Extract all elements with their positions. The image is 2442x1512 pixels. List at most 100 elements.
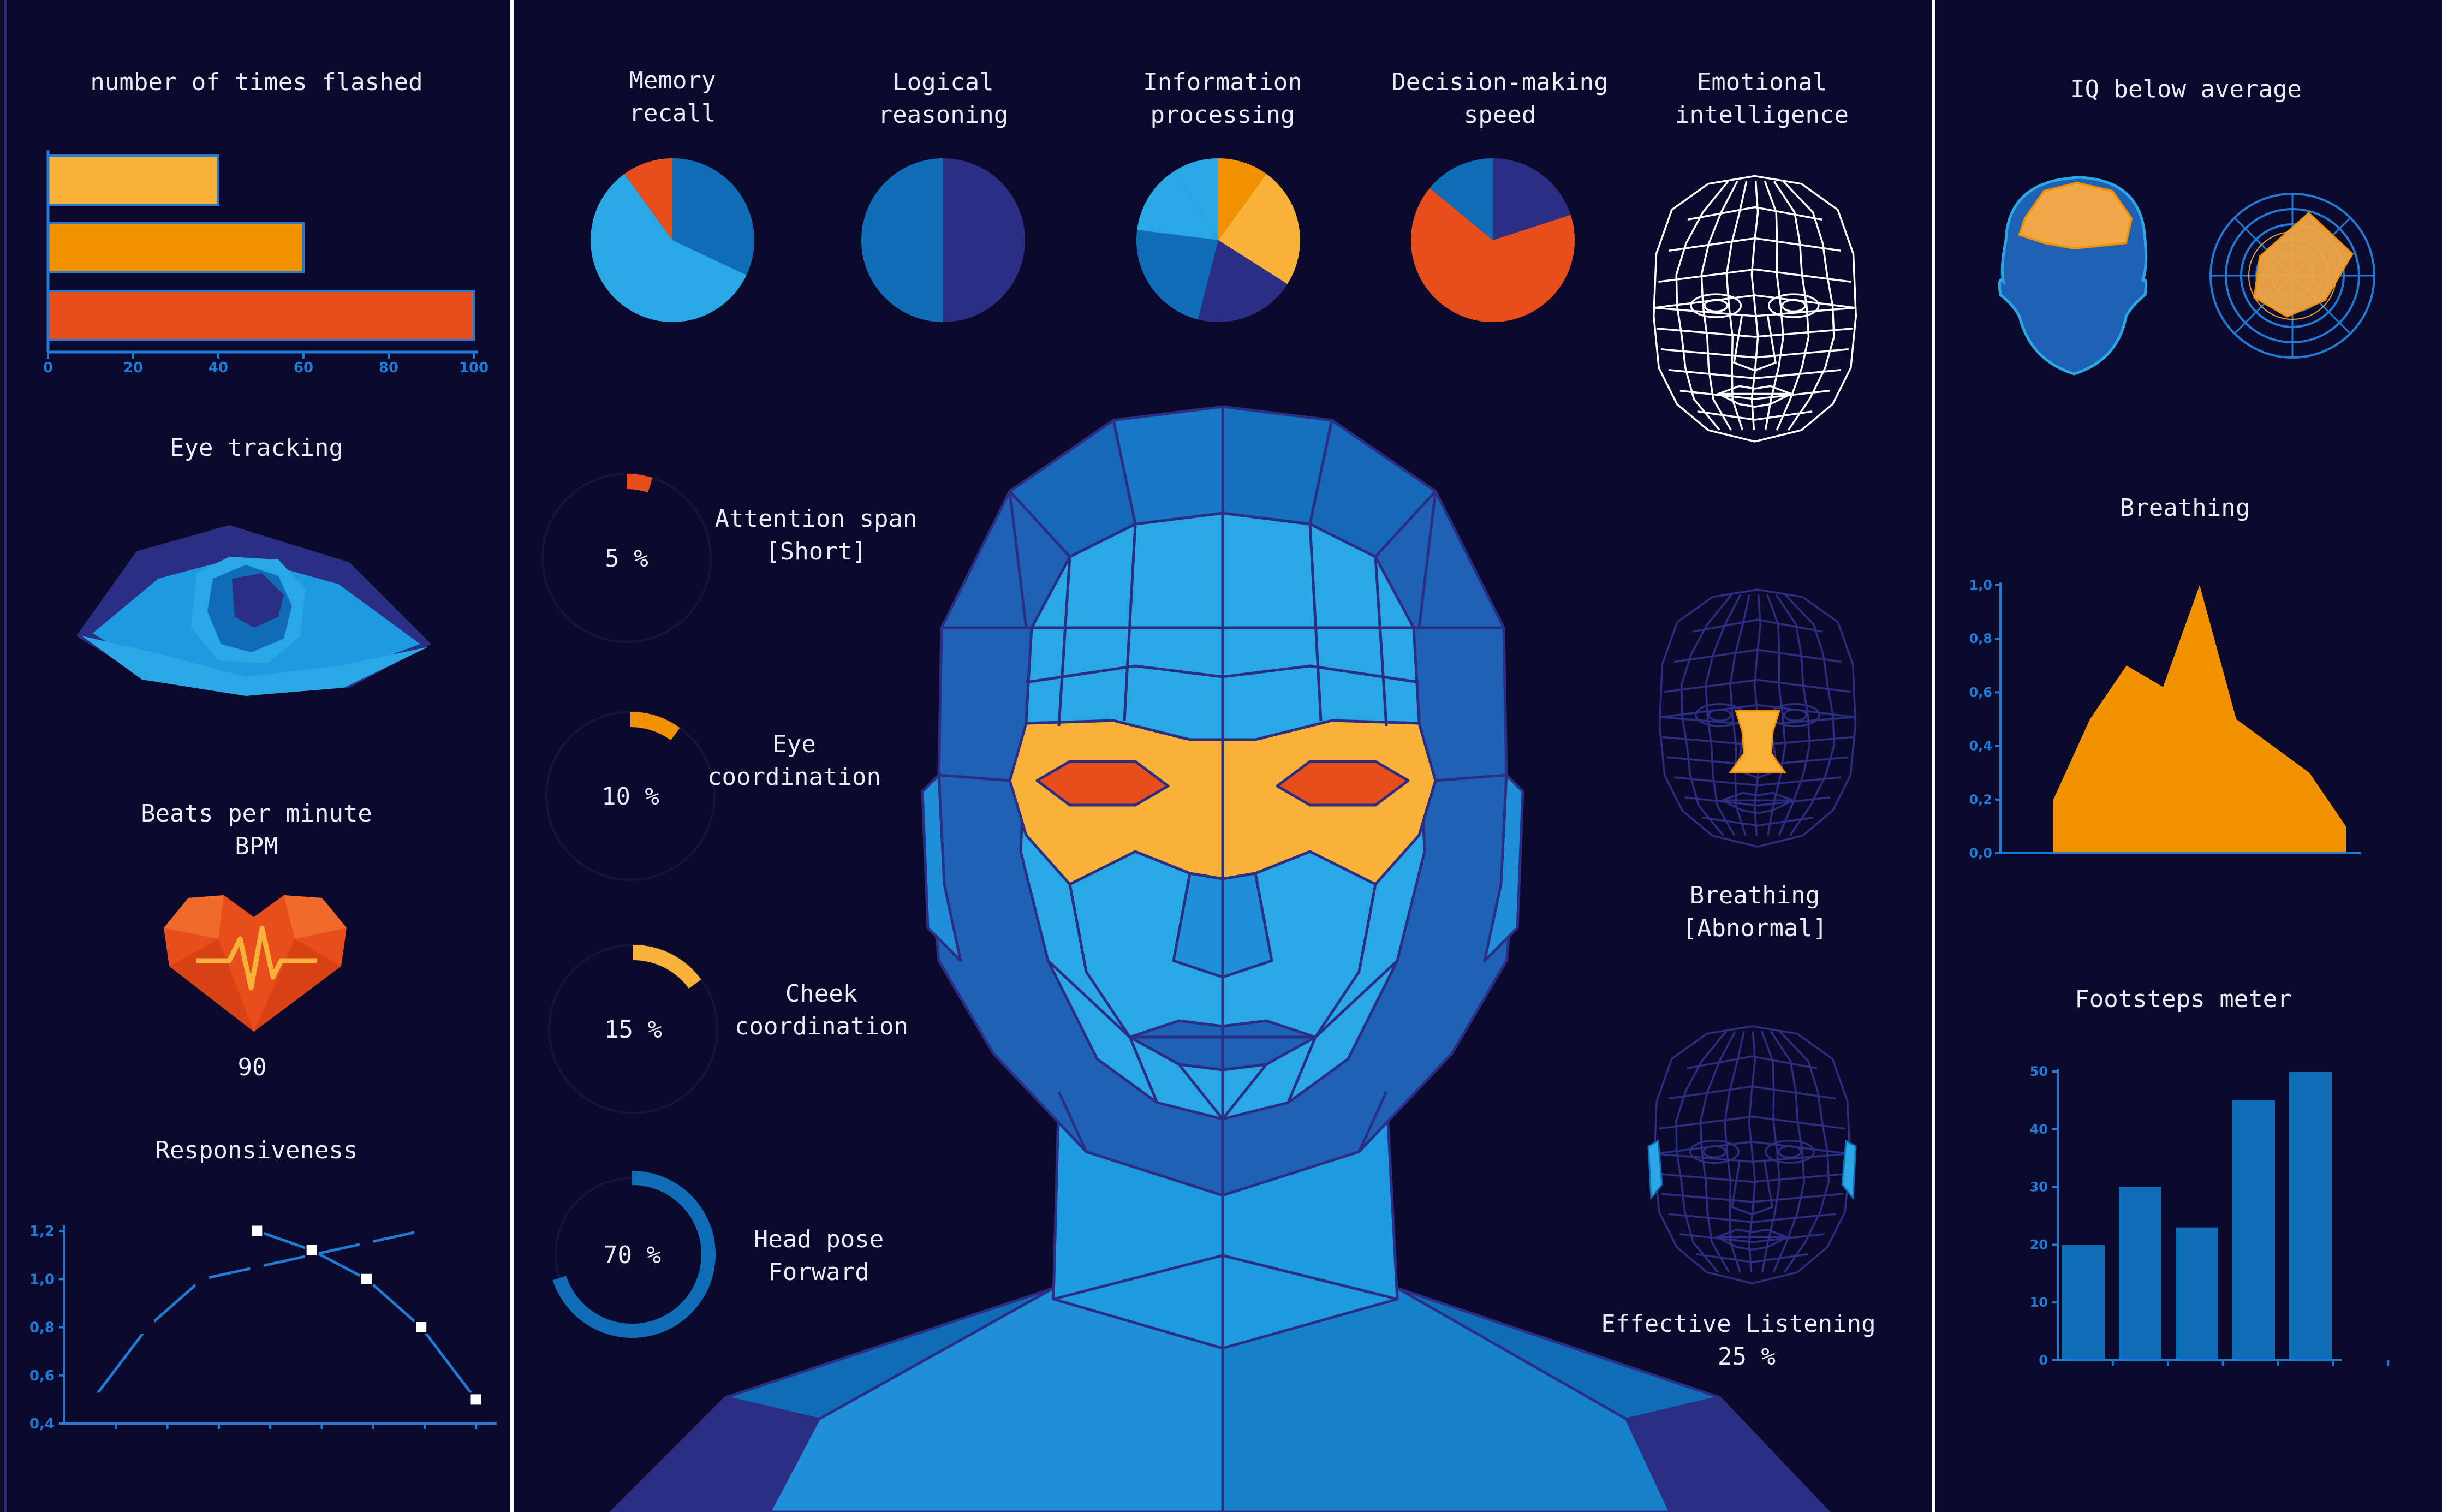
resp-tick-label: 1,2 xyxy=(29,1223,55,1240)
pie-title-decision-2: speed xyxy=(1464,101,1536,129)
footsteps-bar-chart: 0 10 20 30 40 50 xyxy=(2030,1064,2390,1368)
face-row xyxy=(1656,328,1854,338)
face-row xyxy=(1697,410,1813,421)
breathing-abnormal-title: Breathing xyxy=(1690,882,1820,909)
eye-tracking-title: Eye tracking xyxy=(170,434,343,462)
information-pie-slice xyxy=(1137,171,1218,240)
wireframe-face-breathing xyxy=(1658,588,1857,848)
flashed-tick-label: 60 xyxy=(294,360,313,376)
face-row xyxy=(1696,1253,1808,1264)
gauge-arc xyxy=(552,1171,716,1338)
flashed-bar xyxy=(47,222,305,273)
ear-right-highlight xyxy=(1841,1139,1857,1201)
footsteps-tick-label: 10 xyxy=(2030,1295,2048,1310)
responsiveness-title: Responsiveness xyxy=(156,1136,358,1164)
face-eye xyxy=(1690,293,1742,318)
bar-chart-title: number of times flashed xyxy=(90,68,422,96)
pie-title-information: Information xyxy=(1143,68,1302,96)
flashed-bar-chart: 0 20 40 60 80 100 xyxy=(43,150,489,376)
resp-tick-label: 0,4 xyxy=(29,1416,55,1432)
footsteps-tick-label: 30 xyxy=(2030,1180,2048,1195)
flashed-tick-label: 80 xyxy=(379,360,398,376)
face-row xyxy=(1687,1055,1818,1070)
eye-icon xyxy=(76,525,431,696)
face-row xyxy=(1687,206,1822,221)
gauge-arc xyxy=(630,712,680,741)
footsteps-tick-label: 20 xyxy=(2030,1237,2048,1252)
gauge-arc xyxy=(626,474,653,493)
logical-pie-slice xyxy=(861,158,943,322)
face-column xyxy=(1681,594,1732,836)
face-column xyxy=(1700,181,1738,431)
information-pie-slice xyxy=(1198,240,1288,322)
flashed-tick-label: 0 xyxy=(43,360,53,376)
pie-title-decision: Decision-making xyxy=(1391,68,1608,96)
face-column xyxy=(1784,593,1836,836)
heartbeat-pulse-icon xyxy=(196,925,317,991)
face-column xyxy=(1775,594,1811,836)
bpm-value: 90 xyxy=(238,1053,267,1081)
face-column xyxy=(1705,594,1742,836)
pie-title-logical-2: reasoning xyxy=(878,101,1008,129)
pie-titles: Memory recall Logical reasoning Informat… xyxy=(629,67,1849,129)
face-outline xyxy=(1658,588,1857,848)
face-row xyxy=(1692,618,1823,633)
resp-marker xyxy=(359,1272,373,1286)
footsteps-bar xyxy=(2289,1072,2332,1360)
gauge-value: 70 % xyxy=(603,1241,661,1269)
face-row xyxy=(1654,307,1856,317)
emotional-title-2: intelligence xyxy=(1675,101,1849,129)
resp-marker xyxy=(305,1243,319,1257)
pie-title-information-2: processing xyxy=(1151,101,1295,129)
gauges: 5 % 10 % 15 % 70 % xyxy=(541,473,718,1338)
radar-inner-ring xyxy=(2276,259,2309,293)
footsteps-tick-label: 0 xyxy=(2039,1353,2048,1368)
face-eye-inner xyxy=(1778,1145,1802,1158)
face-column xyxy=(1782,180,1835,431)
face-column xyxy=(1770,1031,1806,1273)
face-eye-inner xyxy=(1781,299,1806,313)
breathing-chart-title: Breathing xyxy=(2120,494,2250,522)
face-column xyxy=(1761,1031,1781,1273)
radar-inner-ring xyxy=(2248,231,2337,320)
face-row xyxy=(1655,1140,1849,1155)
gauge-value: 15 % xyxy=(604,1016,662,1044)
face-row xyxy=(1654,294,1855,309)
polygon-head-illustration xyxy=(610,405,1830,1512)
gauge-value: 5 % xyxy=(605,545,648,573)
face-column xyxy=(1675,1031,1727,1273)
face-outline xyxy=(1653,1025,1851,1284)
flashed-tick-label: 100 xyxy=(459,360,489,376)
gauge-label-eye: Eye xyxy=(772,730,815,758)
face-row xyxy=(1679,390,1830,400)
memory-pie-slice xyxy=(672,158,755,275)
listening-value: 25 % xyxy=(1718,1343,1776,1371)
gauge-label-cheek: Cheek xyxy=(785,980,857,1008)
face-eye xyxy=(1765,1140,1815,1164)
face-row xyxy=(1684,796,1831,807)
bpm-title: Beats per minute xyxy=(141,800,372,828)
emotional-title: Emotional xyxy=(1697,68,1827,96)
responsiveness-line-chart: 0,4 0,6 0,8 1,0 1,2 xyxy=(29,1223,497,1432)
information-pie-slice xyxy=(1218,158,1267,240)
heart-icon xyxy=(164,895,347,1032)
footsteps-title: Footsteps meter xyxy=(2075,985,2291,1013)
resp-marker xyxy=(250,1260,264,1274)
face-column xyxy=(1773,181,1810,431)
face-row xyxy=(1657,1172,1848,1183)
logical-pie-slice xyxy=(943,158,1025,322)
face-row xyxy=(1679,1233,1825,1243)
brain-head-icon xyxy=(1998,176,2148,376)
decision-pie-slice xyxy=(1411,188,1575,323)
breathing-tick-label: 0,6 xyxy=(1969,684,1992,700)
breathing-area-chart: 0,0 0,2 0,4 0,6 0,8 1,0 xyxy=(1969,578,2361,861)
resp-marker xyxy=(414,1320,428,1334)
face-row xyxy=(1661,348,1849,359)
face-nose xyxy=(1733,316,1777,372)
gauge-label-attention: Attention span xyxy=(715,505,918,533)
bpm-unit: BPM xyxy=(235,832,278,860)
information-pie-slice xyxy=(1174,158,1218,240)
breathing-area xyxy=(2053,585,2346,853)
face-row xyxy=(1661,1193,1843,1203)
pie-charts xyxy=(590,158,1575,323)
